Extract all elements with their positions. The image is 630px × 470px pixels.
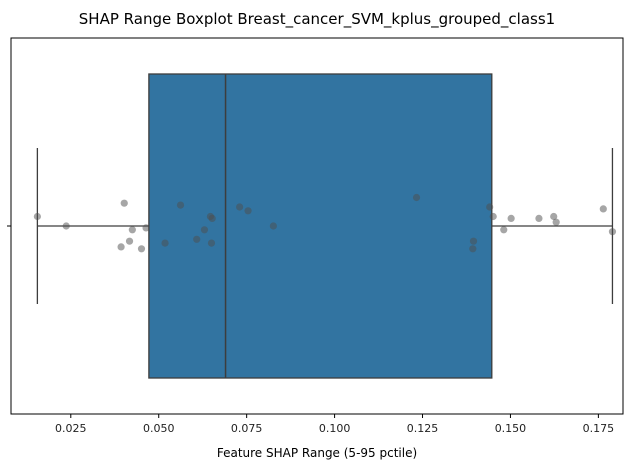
data-point [550, 212, 558, 221]
data-point [236, 203, 244, 211]
data-point [161, 239, 169, 247]
data-point [500, 226, 508, 234]
data-point [507, 214, 515, 222]
data-point [193, 235, 201, 243]
data-point [33, 212, 41, 221]
x-tick-label: 0.175 [583, 422, 615, 435]
x-tick-label: 0.150 [495, 422, 527, 435]
x-tick-label: 0.050 [143, 422, 175, 435]
chart-title: SHAP Range Boxplot Breast_cancer_SVM_kpl… [79, 10, 555, 29]
data-point [608, 228, 617, 236]
data-point [244, 207, 252, 215]
data-point [489, 212, 497, 221]
data-point [486, 203, 494, 211]
x-tick-label: 0.075 [231, 422, 263, 435]
data-point [599, 205, 607, 213]
box-iqr [148, 73, 493, 379]
data-point [125, 237, 134, 245]
data-point [142, 224, 150, 232]
data-point [207, 239, 216, 247]
x-axis-label: Feature SHAP Range (5-95 pctile) [217, 446, 417, 460]
plot-area [33, 73, 617, 379]
x-axis: 0.025 0.050 0.075 0.100 0.125 0.150 0.175 [55, 414, 614, 435]
data-point [117, 243, 125, 251]
data-point [535, 214, 543, 222]
data-point [469, 237, 478, 245]
data-point [412, 193, 421, 202]
data-point [128, 226, 136, 234]
data-point [176, 201, 185, 209]
data-point [552, 218, 560, 226]
x-tick-label: 0.025 [55, 422, 87, 435]
data-point [137, 245, 146, 253]
data-point [469, 245, 477, 253]
data-point [62, 222, 70, 230]
data-point [200, 226, 209, 234]
data-point [120, 199, 128, 207]
data-point [269, 222, 277, 230]
x-tick-label: 0.100 [319, 422, 351, 435]
x-tick-label: 0.125 [407, 422, 439, 435]
data-point [208, 214, 216, 222]
